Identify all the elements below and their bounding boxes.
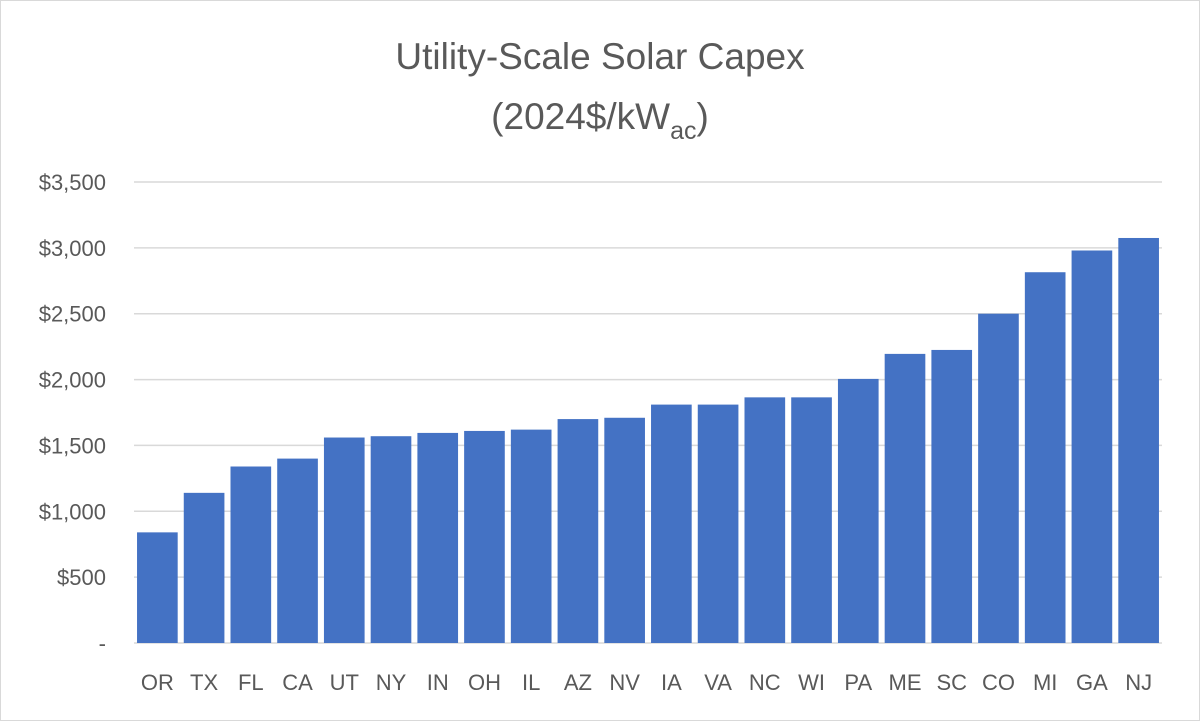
y-tick-label: $2,500 xyxy=(39,302,106,327)
bar-tx xyxy=(183,492,225,643)
x-axis-category-labels: OR TX FL CA UT NY IN OH IL AZ NV IA VA NC WI PA ME SC CO MI… xyxy=(141,670,1152,695)
bar-nc xyxy=(744,397,786,643)
bar-nj xyxy=(1118,237,1159,643)
bar-sc xyxy=(931,349,973,643)
x-tick-label-co: CO xyxy=(982,670,1015,695)
bar-oh xyxy=(464,430,505,643)
x-tick-label-va: VA xyxy=(704,670,732,695)
chart-title-text: Utility-Scale Solar Capex xyxy=(395,36,805,77)
x-tick-label-nj: NJ xyxy=(1125,670,1152,695)
x-tick-label-ca: CA xyxy=(282,670,313,695)
bar-nv xyxy=(604,417,645,643)
bar-co xyxy=(978,313,1019,643)
bars xyxy=(137,237,1159,643)
bar-wi xyxy=(791,397,832,643)
y-tick-label: $2,000 xyxy=(39,368,106,393)
x-tick-label-or: OR xyxy=(141,670,174,695)
x-tick-label-tx: TX xyxy=(190,670,218,695)
bar-or xyxy=(137,532,178,643)
chart-subtitle-subscript: ac xyxy=(670,117,697,145)
bar-mi xyxy=(1024,272,1066,643)
bar-ny xyxy=(370,436,412,643)
x-tick-label-ia: IA xyxy=(661,670,682,695)
y-tick-label: $3,500 xyxy=(39,170,106,195)
x-tick-label-me: ME xyxy=(889,670,922,695)
bar-ia xyxy=(651,404,692,643)
y-tick-label: $500 xyxy=(57,565,106,590)
x-tick-label-nv: NV xyxy=(609,670,640,695)
chart-subtitle-prefix: (2024$/kW xyxy=(491,96,671,137)
bar-me xyxy=(884,353,926,643)
x-tick-label-ny: NY xyxy=(376,670,407,695)
bar-fl xyxy=(230,466,272,643)
bar-ga xyxy=(1071,250,1113,643)
x-tick-label-il: IL xyxy=(522,670,540,695)
x-tick-label-az: AZ xyxy=(564,670,592,695)
y-tick-label: $1,000 xyxy=(39,499,106,524)
bar-ca xyxy=(277,458,318,643)
bar-az xyxy=(557,419,599,643)
y-tick-label: $1,500 xyxy=(39,433,106,458)
y-tick-label: $3,000 xyxy=(39,236,106,261)
bar-ut xyxy=(323,437,365,643)
x-tick-label-wi: WI xyxy=(798,670,825,695)
bar-pa xyxy=(837,378,879,643)
x-tick-label-in: IN xyxy=(427,670,449,695)
chart-subtitle: (2024$/kWac) xyxy=(0,96,1200,144)
x-tick-label-nc: NC xyxy=(749,670,781,695)
bar-in xyxy=(417,432,459,643)
x-tick-label-sc: SC xyxy=(936,670,967,695)
chart-title: Utility-Scale Solar Capex xyxy=(0,38,1200,75)
x-tick-label-pa: PA xyxy=(844,670,872,695)
bar-il xyxy=(510,429,552,643)
y-axis-tick-labels: - $500 $1,000 $1,500 $2,000 $2,500 $3,000 $3,50… xyxy=(39,170,106,656)
x-tick-label-ut: UT xyxy=(330,670,359,695)
x-tick-label-oh: OH xyxy=(468,670,501,695)
x-tick-label-ga: GA xyxy=(1076,670,1108,695)
x-tick-label-fl: FL xyxy=(238,670,264,695)
bar-va xyxy=(697,404,739,643)
x-tick-label-mi: MI xyxy=(1033,670,1057,695)
chart-subtitle-suffix: ) xyxy=(696,96,709,137)
y-tick-label: - xyxy=(99,631,106,656)
